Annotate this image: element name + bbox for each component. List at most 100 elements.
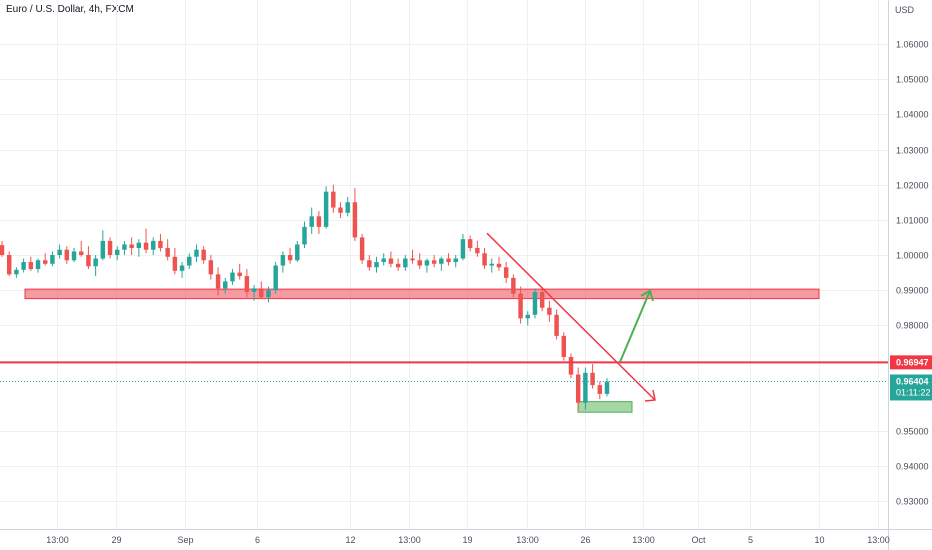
candle (381, 253, 386, 266)
candle (0, 240, 5, 257)
candle (604, 378, 610, 397)
candle (21, 258, 26, 273)
candle (352, 188, 358, 241)
candle-body (410, 258, 415, 261)
candle-body (273, 265, 278, 291)
candle (467, 235, 473, 252)
horizontal-line-tag-bg (890, 355, 932, 370)
candle (194, 244, 199, 263)
projection-arrowhead (640, 289, 654, 302)
candle (583, 367, 588, 410)
candle-body (388, 258, 394, 264)
candle (554, 309, 559, 340)
candle-body (100, 240, 106, 259)
candle-body (568, 356, 574, 375)
candle-body (93, 258, 98, 267)
candle (6, 251, 12, 277)
candle (532, 288, 538, 319)
chart-title: Euro / U.S. Dollar, 4h, FXCM (6, 4, 134, 15)
candle (86, 246, 91, 270)
candle (359, 233, 365, 264)
candle-body (575, 374, 581, 403)
candle-body (237, 272, 242, 277)
candle-body (179, 265, 185, 271)
x-tick-label: 12 (345, 535, 355, 545)
candle (28, 256, 34, 271)
y-tick-label: 1.06000 (896, 40, 929, 50)
candle (597, 381, 603, 400)
candle (215, 267, 221, 296)
candle-body (50, 255, 55, 264)
candle (244, 269, 250, 298)
candle-body (14, 269, 19, 275)
candle-body (129, 244, 134, 248)
candle-body (57, 249, 62, 255)
support-zone (577, 401, 633, 413)
candle (388, 251, 394, 268)
candle (525, 311, 531, 326)
candle-body (374, 262, 379, 268)
x-tick-label: 13:00 (632, 535, 655, 545)
candle (14, 267, 19, 278)
candle-body (115, 249, 120, 255)
candle (187, 253, 192, 270)
projection-arrow (619, 290, 651, 363)
candle-body (230, 272, 235, 282)
candle-body (518, 293, 523, 319)
candle-body (547, 307, 552, 315)
candle-body (316, 216, 322, 227)
candle (136, 239, 142, 257)
candle (511, 274, 516, 298)
candle-body (467, 239, 473, 248)
x-tick-label: 13:00 (516, 535, 539, 545)
candle-body (309, 216, 314, 227)
candle-body (259, 288, 264, 298)
last-price-tag-text: 0.96404 (896, 376, 929, 386)
candle-body (475, 247, 480, 254)
x-tick-label: 26 (580, 535, 590, 545)
candle (575, 367, 581, 410)
x-tick-label: 19 (462, 535, 472, 545)
candle (561, 332, 567, 361)
candle (446, 253, 451, 266)
time-axis[interactable]: 13:00 29 Sep 6 12 13:00 19 13:00 26 13:00 Oct 5 10 13… (46, 535, 890, 545)
candle-body (604, 381, 610, 394)
x-tick-label: 13:00 (398, 535, 421, 545)
candle-body (223, 281, 228, 289)
price-axis[interactable]: 1.06000 1.05000 1.04000 1.03000 1.02000 1.010… (896, 40, 929, 507)
candle-body (136, 242, 142, 248)
candle-body (64, 249, 70, 261)
candle-body (431, 260, 437, 264)
candle-body (323, 191, 329, 227)
candle-body (280, 255, 286, 266)
candle (395, 258, 401, 271)
candle-body (251, 288, 257, 292)
candle-body (359, 237, 365, 261)
candle (410, 249, 415, 264)
candle (453, 255, 458, 268)
candle-body (395, 263, 401, 268)
annotations-layer (0, 232, 888, 402)
candle (42, 253, 48, 266)
candle (230, 269, 235, 285)
candle-body (122, 244, 127, 250)
candle (151, 237, 156, 255)
candle-body (0, 245, 5, 255)
candle (295, 240, 300, 263)
candle (259, 281, 264, 299)
candle (129, 237, 134, 255)
candle (496, 256, 502, 271)
x-tick-label: 10 (814, 535, 824, 545)
candle-body (439, 258, 444, 264)
candle (201, 246, 206, 264)
candle-body (172, 256, 178, 271)
candles-layer (0, 184, 610, 410)
y-tick-label: 1.04000 (896, 110, 929, 120)
candle-body (143, 242, 149, 250)
candle-body (590, 372, 595, 386)
candle (93, 255, 98, 277)
candle (424, 258, 430, 273)
candle-body (539, 291, 545, 308)
horizontal-line-price-tag: 0.96947 (890, 355, 932, 370)
